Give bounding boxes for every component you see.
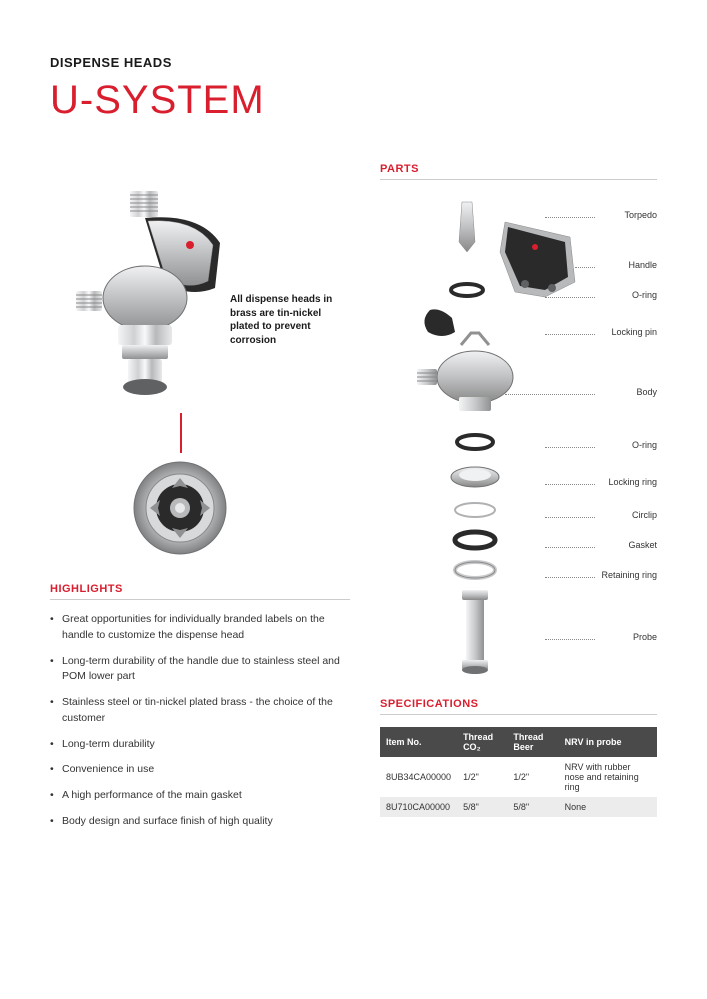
specifications-table: Item No. Thread CO₂ Thread Beer NRV in p…	[380, 727, 657, 817]
page: DISPENSE HEADS U-SYSTEM	[0, 0, 707, 999]
specifications-heading: SPECIFICATIONS	[380, 698, 657, 710]
cell-co2: 5/8"	[457, 797, 507, 817]
product-caption: All dispense heads in brass are tin-nick…	[230, 293, 350, 347]
cell-item: 8UB34CA00000	[380, 757, 457, 797]
left-column: All dispense heads in brass are tin-nick…	[50, 163, 350, 840]
highlight-item: A high performance of the main gasket	[50, 788, 350, 804]
highlight-item: Stainless steel or tin-nickel plated bra…	[50, 695, 350, 727]
cell-item: 8U710CA00000	[380, 797, 457, 817]
two-column-layout: All dispense heads in brass are tin-nick…	[50, 163, 657, 840]
dispense-head-illustration	[70, 183, 230, 413]
connector-line	[180, 413, 182, 453]
highlights-section: HIGHLIGHTS Great opportunities for indiv…	[50, 583, 350, 830]
parts-exploded-diagram: Torpedo Handle O-ring Locking pin Body O…	[380, 192, 657, 682]
right-column: PARTS	[380, 163, 657, 840]
highlights-heading: HIGHLIGHTS	[50, 583, 350, 595]
section-rule	[380, 179, 657, 180]
bottom-view-illustration	[130, 458, 230, 558]
part-label-body: Body	[547, 387, 657, 397]
col-beer: Thread Beer	[507, 727, 558, 757]
part-label-probe: Probe	[547, 632, 657, 642]
cell-nrv: NRV with rubber nose and retaining ring	[559, 757, 657, 797]
highlight-item: Body design and surface finish of high q…	[50, 814, 350, 830]
cell-beer: 1/2"	[507, 757, 558, 797]
highlights-list: Great opportunities for individually bra…	[50, 612, 350, 830]
part-label-locking-ring: Locking ring	[547, 477, 657, 487]
table-row: 8UB34CA00000 1/2" 1/2" NRV with rubber n…	[380, 757, 657, 797]
cell-beer: 5/8"	[507, 797, 558, 817]
table-row: 8U710CA00000 5/8" 5/8" None	[380, 797, 657, 817]
part-label-locking-pin: Locking pin	[547, 327, 657, 337]
product-illustration-area: All dispense heads in brass are tin-nick…	[50, 163, 350, 523]
table-header-row: Item No. Thread CO₂ Thread Beer NRV in p…	[380, 727, 657, 757]
section-rule	[50, 599, 350, 600]
part-label-torpedo: Torpedo	[547, 210, 657, 220]
part-label-handle: Handle	[547, 260, 657, 270]
page-title: U-SYSTEM	[50, 78, 657, 123]
part-label-oring2: O-ring	[547, 440, 657, 450]
highlight-item: Convenience in use	[50, 762, 350, 778]
highlight-item: Long-term durability	[50, 737, 350, 753]
category-label: DISPENSE HEADS	[50, 55, 657, 70]
highlight-item: Great opportunities for individually bra…	[50, 612, 350, 644]
part-label-gasket: Gasket	[547, 540, 657, 550]
parts-heading: PARTS	[380, 163, 657, 175]
cell-co2: 1/2"	[457, 757, 507, 797]
cell-nrv: None	[559, 797, 657, 817]
part-label-oring1: O-ring	[547, 290, 657, 300]
section-rule	[380, 714, 657, 715]
part-label-retaining-ring: Retaining ring	[547, 570, 657, 580]
part-label-circlip: Circlip	[547, 510, 657, 520]
col-co2: Thread CO₂	[457, 727, 507, 757]
specifications-section: SPECIFICATIONS Item No. Thread CO₂ Threa…	[380, 698, 657, 817]
col-nrv: NRV in probe	[559, 727, 657, 757]
highlight-item: Long-term durability of the handle due t…	[50, 654, 350, 686]
col-item: Item No.	[380, 727, 457, 757]
